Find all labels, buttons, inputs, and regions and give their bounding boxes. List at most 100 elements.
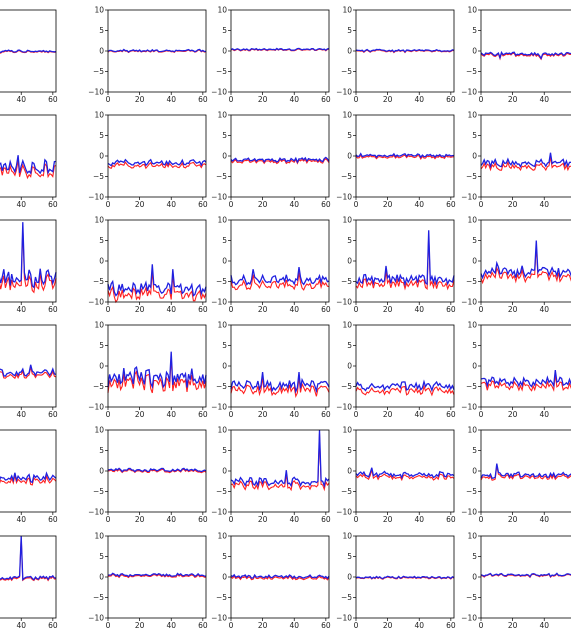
y-tick-label: 10 bbox=[94, 216, 104, 225]
panel-r3-c2: −10 −5 0 5 10 0 20 40 60 bbox=[211, 321, 331, 419]
x-tick-label: 0 bbox=[479, 95, 484, 104]
y-tick-label: 10 bbox=[467, 532, 477, 541]
axes-frame bbox=[230, 9, 330, 93]
series-b-line bbox=[355, 48, 455, 53]
y-tick-label: 0 bbox=[472, 257, 477, 266]
series-a-line bbox=[230, 433, 330, 492]
x-tick-label: 60 bbox=[198, 410, 208, 419]
x-tick-label: 40 bbox=[166, 410, 176, 419]
series-a-line bbox=[107, 161, 207, 170]
series-a-line bbox=[480, 374, 571, 392]
x-tick-label: 40 bbox=[289, 410, 299, 419]
x-tick-label: 60 bbox=[198, 515, 208, 524]
x-tick-label: 60 bbox=[198, 200, 208, 209]
series-a-line bbox=[0, 159, 57, 180]
axes-frame bbox=[0, 324, 57, 408]
y-tick-label: −5 bbox=[341, 277, 352, 286]
x-tick-label: 0 bbox=[354, 515, 359, 524]
axes-frame bbox=[480, 324, 571, 408]
series-b-line bbox=[355, 575, 455, 580]
series-b-line bbox=[230, 47, 330, 52]
series-b-line bbox=[0, 155, 57, 175]
series-b-line bbox=[0, 471, 57, 484]
x-tick-label: 40 bbox=[414, 410, 424, 419]
y-tick-label: −5 bbox=[341, 593, 352, 602]
y-tick-label: −5 bbox=[341, 487, 352, 496]
y-tick-label: 5 bbox=[99, 131, 104, 140]
series-a-line bbox=[230, 376, 330, 398]
y-tick-label: −5 bbox=[216, 67, 227, 76]
series-b-line bbox=[0, 49, 57, 54]
y-tick-label: −5 bbox=[341, 172, 352, 181]
series-b-line bbox=[480, 152, 571, 169]
x-tick-label: 40 bbox=[539, 95, 549, 104]
y-tick-label: −5 bbox=[466, 593, 477, 602]
y-tick-label: −10 bbox=[336, 88, 352, 97]
axes-frame bbox=[480, 219, 571, 303]
axes-frame bbox=[230, 429, 330, 513]
y-tick-label: −10 bbox=[88, 614, 104, 623]
y-tick-label: 5 bbox=[222, 446, 227, 455]
series-a-line bbox=[230, 272, 330, 291]
series-b-line bbox=[230, 429, 330, 489]
y-tick-label: 10 bbox=[94, 426, 104, 435]
x-tick-label: 0 bbox=[354, 95, 359, 104]
y-tick-label: −5 bbox=[341, 67, 352, 76]
series-b-line bbox=[107, 158, 207, 167]
series-a-line bbox=[0, 367, 57, 380]
panel-r1-c3: −10 −5 0 5 10 0 20 40 60 bbox=[336, 111, 456, 209]
y-tick-label: −5 bbox=[93, 382, 104, 391]
x-tick-label: 60 bbox=[48, 200, 58, 209]
series-b-line bbox=[480, 240, 571, 280]
x-tick-label: 40 bbox=[16, 515, 26, 524]
x-tick-label: 20 bbox=[383, 305, 393, 314]
x-tick-label: 0 bbox=[354, 305, 359, 314]
x-tick-label: 40 bbox=[289, 95, 299, 104]
x-tick-label: 40 bbox=[539, 515, 549, 524]
series-a-line bbox=[107, 355, 207, 394]
y-tick-label: 10 bbox=[217, 321, 227, 330]
x-tick-label: 0 bbox=[229, 410, 234, 419]
series-b-line bbox=[0, 535, 57, 581]
series-a-line bbox=[107, 573, 206, 579]
y-tick-label: −10 bbox=[336, 193, 352, 202]
x-tick-label: 0 bbox=[479, 621, 484, 628]
series-a-line bbox=[355, 384, 455, 397]
x-tick-label: 40 bbox=[166, 200, 176, 209]
y-tick-label: −5 bbox=[466, 382, 477, 391]
y-tick-label: 10 bbox=[217, 6, 227, 15]
y-tick-label: 0 bbox=[472, 47, 477, 56]
panel-r1-c1: −10 −5 0 5 10 0 20 40 60 bbox=[88, 111, 208, 209]
y-tick-label: 0 bbox=[347, 257, 352, 266]
y-tick-label: −10 bbox=[211, 193, 227, 202]
x-tick-label: 60 bbox=[446, 515, 456, 524]
y-tick-label: 10 bbox=[94, 532, 104, 541]
x-tick-label: 60 bbox=[321, 95, 331, 104]
y-tick-label: −5 bbox=[93, 277, 104, 286]
y-tick-label: −10 bbox=[211, 508, 227, 517]
series-a-line bbox=[107, 468, 207, 474]
y-tick-label: 10 bbox=[467, 321, 477, 330]
y-tick-label: 10 bbox=[217, 426, 227, 435]
series-a-line bbox=[0, 474, 57, 486]
panel-r5-c1: −10 −5 0 5 10 0 20 40 60 bbox=[88, 532, 208, 628]
y-tick-label: 0 bbox=[472, 467, 477, 476]
y-tick-label: 0 bbox=[472, 152, 477, 161]
axes-frame bbox=[230, 114, 330, 198]
y-tick-label: 10 bbox=[217, 216, 227, 225]
panel-r2-c2: −10 −5 0 5 10 0 20 40 60 bbox=[211, 216, 331, 314]
y-tick-label: −10 bbox=[461, 508, 477, 517]
x-tick-label: 60 bbox=[198, 305, 208, 314]
x-tick-label: 40 bbox=[414, 621, 424, 628]
axes-frame bbox=[230, 219, 330, 303]
x-tick-label: 20 bbox=[135, 200, 145, 209]
series-b-line bbox=[230, 372, 330, 394]
x-tick-label: 60 bbox=[446, 305, 456, 314]
y-tick-label: 10 bbox=[467, 216, 477, 225]
x-tick-label: 40 bbox=[166, 621, 176, 628]
axes-frame bbox=[0, 535, 57, 619]
x-tick-label: 60 bbox=[321, 410, 331, 419]
